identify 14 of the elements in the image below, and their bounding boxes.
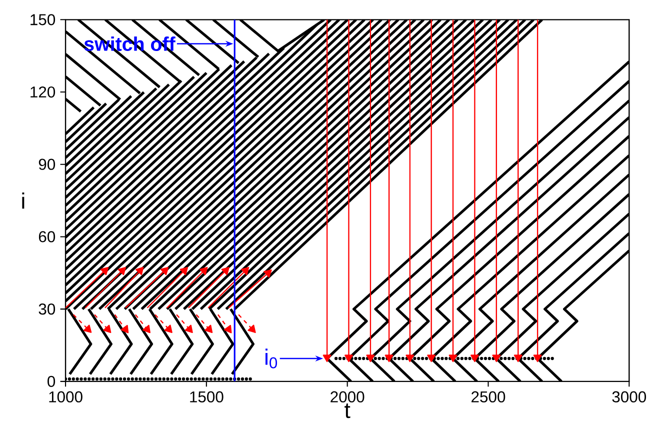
x-tick-label: 3000 xyxy=(612,391,646,402)
y-tick-label: 150 xyxy=(30,14,56,26)
x-tick-label: 2500 xyxy=(472,391,506,402)
y-tick-label: 60 xyxy=(38,231,56,242)
y-tick-label: 30 xyxy=(38,303,56,315)
y-tick-label: 120 xyxy=(30,86,56,98)
y-tick-label: 0 xyxy=(48,376,56,387)
x-axis-title: t xyxy=(344,403,350,418)
y-axis-title: i xyxy=(22,192,24,209)
x-tick-label: 2000 xyxy=(330,391,364,402)
x-tick-label: 1500 xyxy=(190,391,224,402)
x-tick-label: 1000 xyxy=(49,391,82,402)
y-tick-label: 90 xyxy=(38,158,56,170)
annotation: i$_{0}$ xyxy=(266,348,278,368)
